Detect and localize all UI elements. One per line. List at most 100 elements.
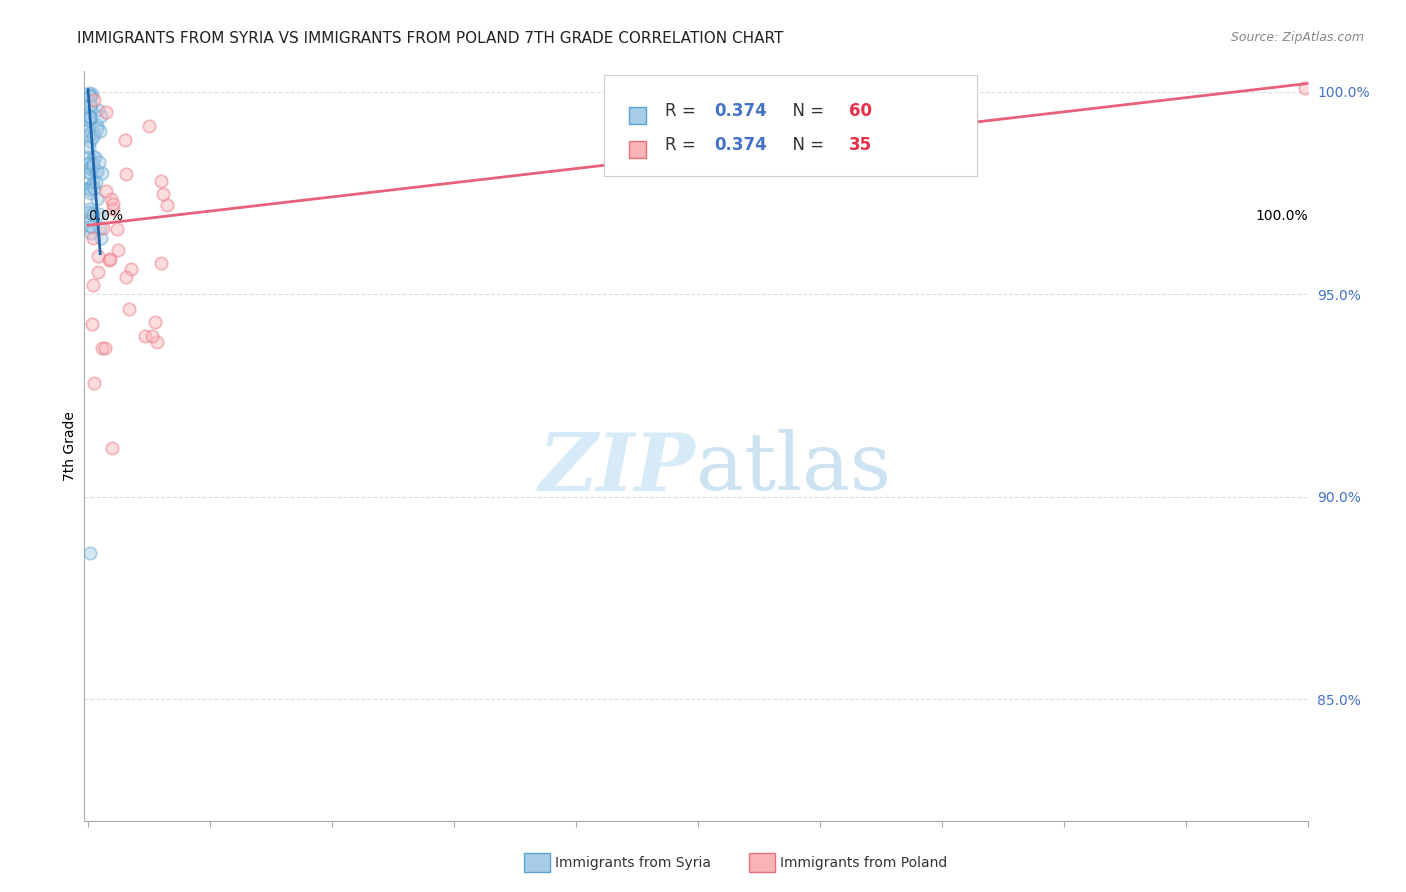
Text: N =: N = [782, 136, 830, 153]
Point [90, 231, 112, 245]
Point [87, 154, 110, 169]
Text: Source: ZipAtlas.com: Source: ZipAtlas.com [1230, 31, 1364, 45]
Point [82, 87, 104, 101]
Point [1294, 80, 1316, 95]
Point [91, 221, 114, 235]
Text: 60: 60 [849, 102, 872, 120]
Point [79, 134, 101, 148]
Point [77, 181, 100, 195]
Point [79, 110, 101, 124]
Point [86, 164, 108, 178]
Text: atlas: atlas [696, 429, 891, 508]
Point [77, 155, 100, 169]
Point [101, 197, 124, 211]
Point [83, 376, 105, 391]
Point [77, 140, 100, 154]
Point [82, 176, 104, 190]
Point [107, 221, 129, 235]
Point [80, 179, 103, 194]
Y-axis label: 7th Grade: 7th Grade [63, 411, 77, 481]
Point [80, 97, 103, 112]
Point [96, 104, 118, 119]
Point [79, 219, 101, 233]
Point [89, 220, 111, 235]
Point [77, 123, 100, 137]
Point [141, 329, 163, 343]
Text: R =: R = [665, 102, 702, 120]
Point [118, 301, 141, 316]
Point [79, 110, 101, 124]
FancyBboxPatch shape [628, 107, 645, 124]
Point [77, 150, 100, 164]
Text: 35: 35 [849, 136, 872, 153]
Point [86, 175, 108, 189]
Text: Immigrants from Syria: Immigrants from Syria [555, 855, 711, 870]
Point [134, 329, 156, 343]
Point [79, 186, 101, 200]
Point [100, 192, 122, 206]
Point [156, 197, 179, 211]
Point [79, 98, 101, 112]
Point [77, 86, 100, 100]
Point [82, 317, 104, 331]
Point [80, 206, 103, 220]
Point [83, 180, 105, 194]
Point [114, 133, 136, 147]
Text: ZIP: ZIP [538, 430, 696, 508]
Point [79, 113, 101, 128]
Text: R =: R = [665, 136, 702, 153]
FancyBboxPatch shape [605, 75, 977, 177]
Point [87, 265, 110, 279]
Point [145, 315, 167, 329]
Point [83, 150, 105, 164]
Point [91, 341, 114, 355]
Point [79, 110, 101, 124]
Point [82, 159, 104, 173]
Point [152, 187, 174, 202]
Point [79, 213, 101, 227]
FancyBboxPatch shape [628, 141, 645, 158]
Point [107, 243, 129, 257]
Point [83, 164, 105, 178]
Point [82, 150, 104, 164]
Point [115, 270, 138, 285]
Point [89, 124, 111, 138]
Point [114, 167, 136, 181]
Point [80, 220, 103, 235]
Point [79, 112, 101, 127]
Text: Immigrants from Poland: Immigrants from Poland [780, 855, 948, 870]
Text: IMMIGRANTS FROM SYRIA VS IMMIGRANTS FROM POLAND 7TH GRADE CORRELATION CHART: IMMIGRANTS FROM SYRIA VS IMMIGRANTS FROM… [77, 31, 783, 46]
Point [80, 226, 103, 240]
Point [101, 202, 124, 216]
Point [91, 166, 114, 180]
Point [94, 341, 117, 355]
Point [86, 121, 108, 136]
Point [90, 109, 112, 123]
Text: N =: N = [782, 102, 830, 120]
Text: 0.0%: 0.0% [89, 210, 122, 223]
Point [77, 205, 100, 219]
Text: 100.0%: 100.0% [1256, 210, 1308, 223]
Point [101, 441, 124, 455]
Point [77, 181, 100, 195]
Point [82, 277, 104, 292]
Point [87, 249, 110, 263]
Point [146, 334, 169, 349]
Point [77, 128, 100, 142]
Point [94, 185, 117, 199]
Point [77, 165, 100, 179]
Point [82, 207, 104, 221]
Point [86, 192, 108, 206]
Point [79, 89, 101, 103]
Point [150, 174, 173, 188]
Point [138, 119, 160, 133]
Point [79, 161, 101, 175]
Point [82, 230, 104, 244]
Point [82, 130, 104, 145]
Point [79, 125, 101, 139]
Point [86, 118, 108, 132]
Point [97, 253, 120, 268]
Point [79, 183, 101, 197]
Point [79, 546, 101, 560]
Point [77, 202, 100, 217]
